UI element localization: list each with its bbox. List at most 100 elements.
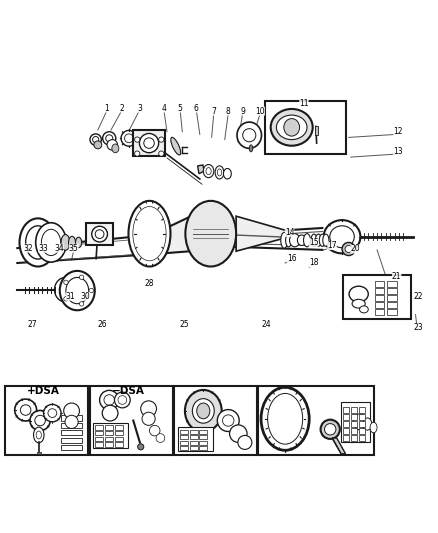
Bar xyxy=(189,441,197,445)
Bar xyxy=(358,415,364,419)
Bar xyxy=(374,288,384,294)
Bar xyxy=(95,437,102,441)
Ellipse shape xyxy=(184,390,221,432)
Text: 10: 10 xyxy=(255,107,265,116)
Bar xyxy=(89,385,172,455)
Bar xyxy=(374,295,384,301)
Bar xyxy=(340,402,369,441)
Bar xyxy=(105,442,113,447)
Ellipse shape xyxy=(318,234,325,246)
Bar xyxy=(342,422,349,426)
Ellipse shape xyxy=(158,151,163,156)
Bar xyxy=(342,435,349,441)
Ellipse shape xyxy=(14,399,36,421)
Text: −DSA: −DSA xyxy=(112,386,145,396)
Ellipse shape xyxy=(75,237,81,248)
Ellipse shape xyxy=(134,137,140,142)
Ellipse shape xyxy=(92,136,99,143)
Ellipse shape xyxy=(144,138,154,148)
Ellipse shape xyxy=(59,283,71,296)
Ellipse shape xyxy=(322,234,328,246)
Bar xyxy=(358,435,364,441)
Bar xyxy=(350,422,357,426)
Ellipse shape xyxy=(68,236,75,248)
Bar xyxy=(61,415,82,421)
Ellipse shape xyxy=(142,412,155,425)
Ellipse shape xyxy=(121,131,137,146)
Text: 18: 18 xyxy=(308,259,318,268)
Bar xyxy=(61,445,82,450)
Text: 32: 32 xyxy=(23,244,33,253)
Bar xyxy=(342,275,410,319)
Text: 11: 11 xyxy=(299,99,308,108)
Ellipse shape xyxy=(324,424,335,435)
Ellipse shape xyxy=(79,275,84,279)
Ellipse shape xyxy=(36,431,41,439)
Text: 2: 2 xyxy=(119,103,124,112)
Bar xyxy=(177,427,212,451)
Ellipse shape xyxy=(35,415,45,426)
Ellipse shape xyxy=(19,219,56,266)
Ellipse shape xyxy=(107,140,117,150)
Ellipse shape xyxy=(79,302,84,306)
Bar xyxy=(358,407,364,413)
Bar xyxy=(115,437,123,441)
Ellipse shape xyxy=(139,133,158,153)
Bar xyxy=(189,430,197,434)
Bar xyxy=(180,430,187,434)
Ellipse shape xyxy=(106,135,113,142)
Ellipse shape xyxy=(320,419,339,439)
Ellipse shape xyxy=(369,422,376,433)
Text: 34: 34 xyxy=(54,244,64,253)
Ellipse shape xyxy=(223,168,231,179)
Ellipse shape xyxy=(30,410,50,431)
Ellipse shape xyxy=(297,235,305,246)
Bar xyxy=(199,430,207,434)
Ellipse shape xyxy=(276,115,306,140)
Polygon shape xyxy=(197,165,204,174)
Ellipse shape xyxy=(158,137,163,142)
Ellipse shape xyxy=(133,207,166,261)
Bar xyxy=(95,442,102,447)
Ellipse shape xyxy=(289,233,299,247)
Bar xyxy=(95,431,102,435)
Ellipse shape xyxy=(192,399,214,423)
Bar xyxy=(386,295,396,301)
Ellipse shape xyxy=(64,403,79,419)
Ellipse shape xyxy=(237,122,261,148)
Ellipse shape xyxy=(66,278,88,304)
Bar xyxy=(5,385,88,455)
Ellipse shape xyxy=(270,109,312,146)
Bar xyxy=(350,435,357,441)
Bar xyxy=(374,302,384,308)
Bar xyxy=(199,446,207,450)
Ellipse shape xyxy=(94,141,102,149)
Text: 31: 31 xyxy=(66,292,75,301)
Ellipse shape xyxy=(35,223,66,262)
Bar xyxy=(314,126,318,135)
Ellipse shape xyxy=(261,387,308,450)
Ellipse shape xyxy=(310,234,316,246)
Ellipse shape xyxy=(104,395,114,405)
Bar xyxy=(386,302,396,308)
Ellipse shape xyxy=(102,132,116,145)
Bar xyxy=(115,442,123,447)
Ellipse shape xyxy=(102,405,118,421)
Text: 20: 20 xyxy=(350,245,359,254)
Text: 25: 25 xyxy=(179,320,189,329)
Ellipse shape xyxy=(283,118,299,136)
Bar xyxy=(374,309,384,314)
Bar xyxy=(374,281,384,287)
Bar xyxy=(36,453,41,454)
Ellipse shape xyxy=(48,409,57,417)
Bar xyxy=(61,438,82,443)
Ellipse shape xyxy=(114,392,130,408)
Text: 4: 4 xyxy=(161,103,166,112)
Ellipse shape xyxy=(329,226,353,248)
Bar xyxy=(105,437,113,441)
Ellipse shape xyxy=(43,405,61,422)
Ellipse shape xyxy=(237,435,251,449)
Bar xyxy=(350,429,357,434)
Bar xyxy=(350,407,357,413)
Text: 33: 33 xyxy=(38,244,48,253)
